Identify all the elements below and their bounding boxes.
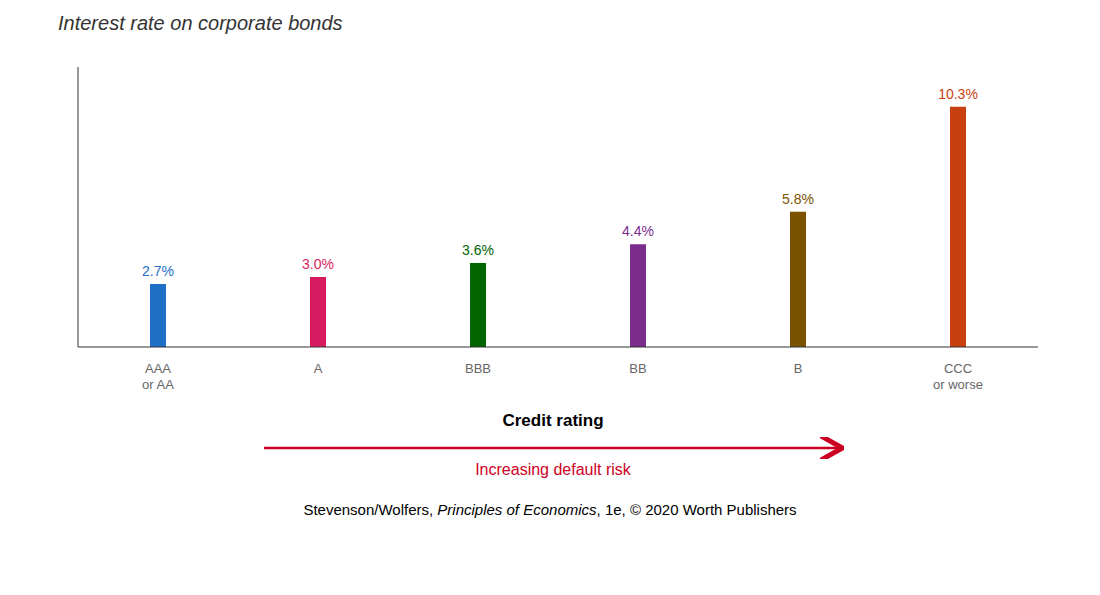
svg-text:AAAor AA: AAAor AA (142, 361, 174, 392)
svg-text:BBB: BBB (465, 361, 491, 376)
html-text:Increasing default risk: Increasing default risk (475, 461, 631, 478)
svg-text:3.6%: 3.6% (462, 242, 494, 258)
svg-text:3.0%: 3.0% (302, 256, 334, 272)
svg-text:2.7%: 2.7% (142, 263, 174, 279)
svg-text:CCCor worse: CCCor worse (933, 361, 983, 392)
svg-text:5.8%: 5.8% (782, 191, 814, 207)
svg-text:A: A (314, 361, 323, 376)
html-text:Interest rate on corporate bon: Interest rate on corporate bonds (58, 12, 343, 34)
html-text:Stevenson/Wolfers, Principles: Stevenson/Wolfers, Principles of Economi… (303, 501, 797, 518)
html-text:Credit rating: Credit rating (502, 411, 604, 430)
svg-text:B: B (794, 361, 803, 376)
svg-text:10.3%: 10.3% (938, 86, 978, 102)
svg-text:4.4%: 4.4% (622, 223, 654, 239)
svg-text:BB: BB (629, 361, 646, 376)
